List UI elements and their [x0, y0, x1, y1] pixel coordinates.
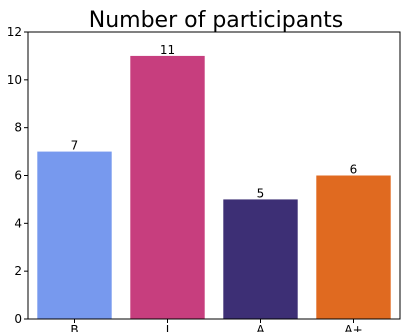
y-tick-label: 0 — [14, 312, 22, 326]
bar-b — [37, 151, 112, 319]
y-tick-label: 10 — [7, 73, 22, 87]
bar-a-plus — [316, 175, 391, 319]
x-tick-label: B — [70, 323, 78, 332]
y-tick-label: 4 — [14, 216, 22, 230]
plot-frame — [27, 31, 401, 320]
y-tick-label: 8 — [14, 121, 22, 135]
bar-a — [223, 199, 298, 319]
data-label-i: 11 — [160, 43, 175, 57]
data-labels-group: 7 11 5 6 — [71, 43, 358, 201]
data-label-a: 5 — [257, 186, 265, 200]
x-tick-label: I — [166, 323, 170, 332]
bar-i — [130, 55, 205, 320]
y-axis: 0 2 4 6 8 10 12 — [7, 25, 28, 326]
bars-group — [37, 55, 391, 320]
chart-title: Number of participants — [89, 8, 343, 33]
x-tick-label: A — [256, 323, 265, 332]
data-label-b: 7 — [71, 139, 79, 153]
y-tick-label: 12 — [7, 25, 22, 39]
x-axis: B I A A+ — [70, 319, 363, 332]
x-tick-label: A+ — [344, 323, 362, 332]
data-label-a-plus: 6 — [350, 163, 358, 177]
y-tick-label: 2 — [14, 264, 22, 278]
y-tick-label: 6 — [14, 169, 22, 183]
